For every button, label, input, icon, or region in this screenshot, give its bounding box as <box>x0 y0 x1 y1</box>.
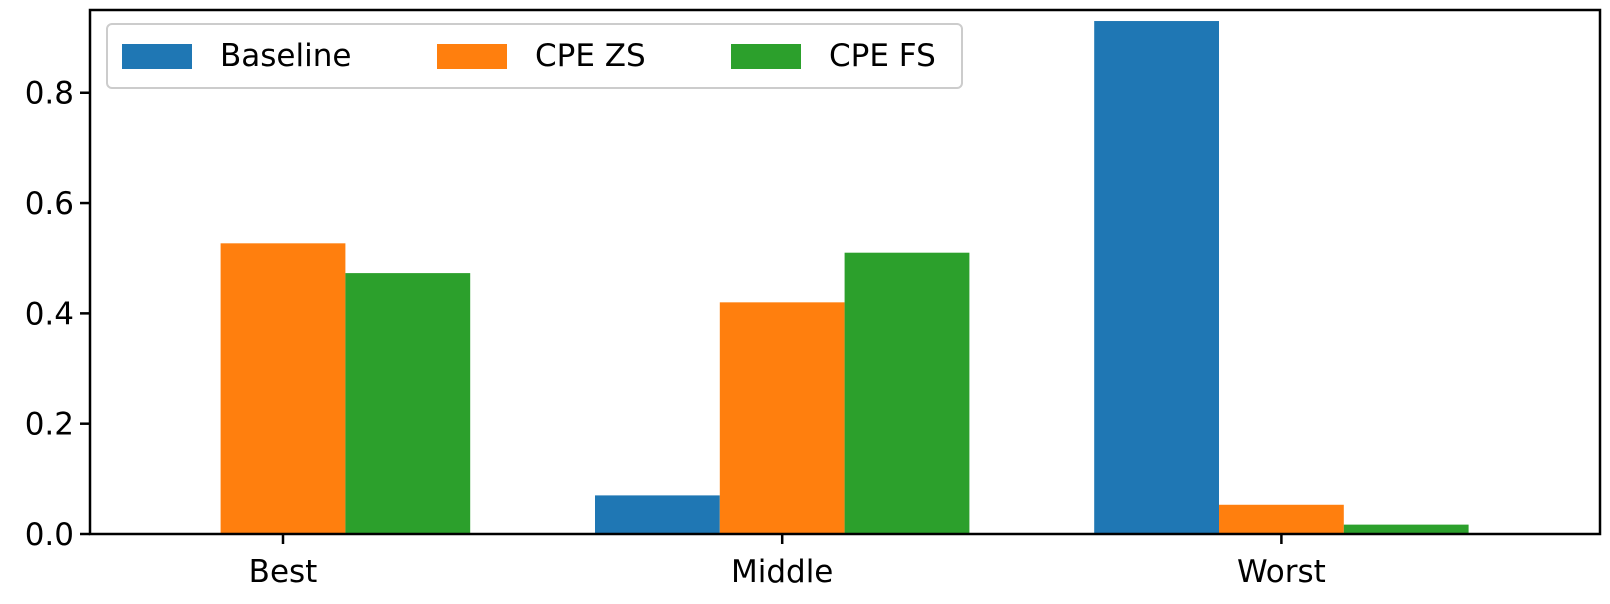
y-tick-label: 0.4 <box>25 296 74 332</box>
y-tick-label: 0.0 <box>25 517 74 553</box>
bar-baseline-middle <box>595 495 720 534</box>
y-axis: 0.0 0.2 0.4 0.6 0.8 <box>25 76 90 553</box>
bar-cpe-fs-best <box>345 273 471 534</box>
bars-group <box>220 21 1469 535</box>
legend-label-cpe-zs: CPE ZS <box>535 38 646 74</box>
x-axis: Best Middle Worst <box>249 534 1326 590</box>
bar-cpe-fs-worst <box>1343 524 1469 534</box>
bar-cpe-zs-best <box>220 243 346 534</box>
plot-frame <box>88 8 1602 536</box>
x-tick-label-worst: Worst <box>1237 554 1326 590</box>
bar-cpe-zs-middle <box>719 302 845 534</box>
legend-swatch-cpe-fs <box>731 44 801 69</box>
y-tick-label: 0.2 <box>25 407 74 443</box>
bar-baseline-worst <box>1094 21 1219 535</box>
bar-cpe-zs-worst <box>1219 504 1344 534</box>
legend-swatch-baseline <box>122 44 192 69</box>
x-tick-label-best: Best <box>249 554 318 590</box>
bar-cpe-fs-middle <box>844 252 970 534</box>
y-tick-label: 0.8 <box>25 76 74 112</box>
legend: Baseline CPE ZS CPE FS <box>106 23 963 89</box>
legend-swatch-cpe-zs <box>437 44 507 69</box>
x-tick-label-middle: Middle <box>731 554 833 590</box>
y-tick-label: 0.6 <box>25 186 74 222</box>
legend-box <box>106 23 963 89</box>
legend-label-baseline: Baseline <box>220 38 351 74</box>
legend-label-cpe-fs: CPE FS <box>829 38 936 74</box>
